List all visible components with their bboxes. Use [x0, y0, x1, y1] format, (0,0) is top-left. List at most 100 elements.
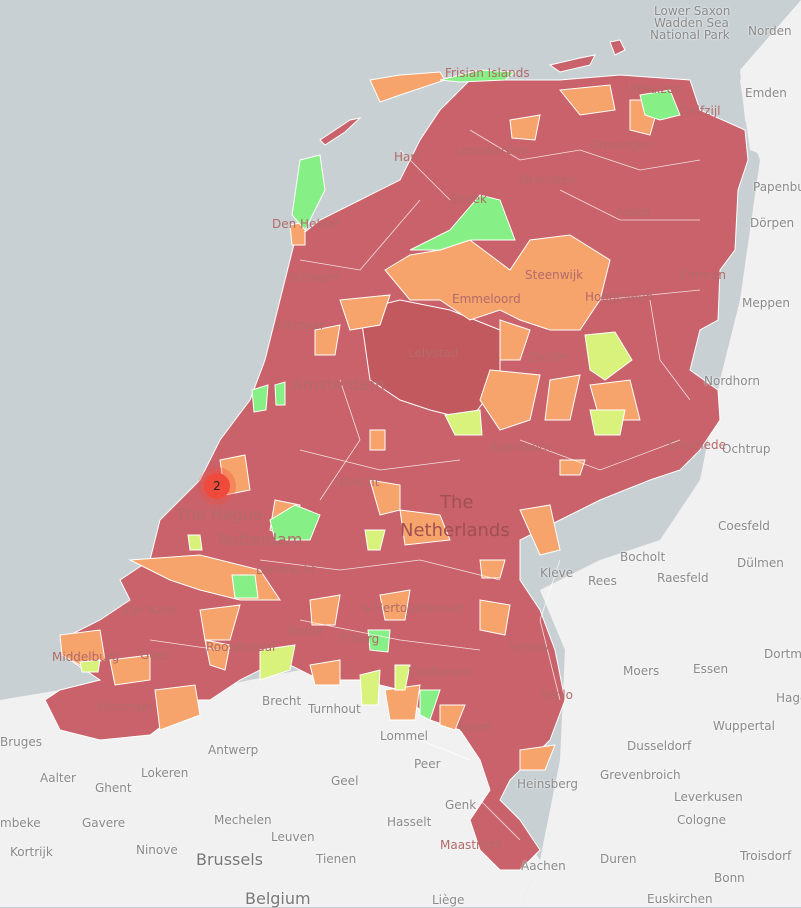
- label: Apeldoorn: [490, 440, 552, 454]
- label: Dülmen: [737, 556, 784, 570]
- island-vlieland-terschelling[interactable]: [319, 117, 362, 146]
- label: Lelystad: [408, 346, 459, 360]
- regions-low[interactable]: [79, 331, 633, 706]
- label: Wadden Sea: [654, 16, 729, 30]
- island-schiermonnikoog[interactable]: [548, 54, 596, 73]
- label: Netherlands: [400, 520, 510, 541]
- label: Eindhoven: [408, 665, 472, 679]
- label: Tilburg: [338, 632, 380, 646]
- label: Groningen: [590, 138, 653, 152]
- label: Wuppertal: [713, 719, 775, 733]
- label: Cologne: [677, 813, 727, 827]
- label: Brecht: [262, 694, 302, 708]
- label: Hasselt: [387, 815, 432, 829]
- label: Breda: [288, 624, 324, 638]
- label: Ochtrup: [722, 442, 771, 456]
- label: Schagen: [288, 270, 340, 284]
- label: The: [440, 492, 474, 513]
- label: Kortrijk: [10, 845, 53, 859]
- label: Venray: [508, 640, 550, 654]
- label: Rees: [588, 574, 617, 588]
- label: Alkmaar: [275, 318, 325, 332]
- label: Ghent: [95, 781, 132, 795]
- label: Brussels: [196, 850, 263, 869]
- marker-cluster[interactable]: 2: [198, 467, 236, 505]
- label: Mechelen: [214, 813, 272, 827]
- label: Aalter: [40, 771, 76, 785]
- regions-lowest[interactable]: [231, 69, 681, 721]
- label: Maastricht: [440, 838, 504, 852]
- label: Leuven: [271, 830, 315, 844]
- label: Bonn: [714, 871, 745, 885]
- label: Middelburg: [52, 650, 120, 664]
- label: Uithuizen: [625, 82, 682, 96]
- island-borkum[interactable]: [609, 39, 626, 56]
- label: Tienen: [316, 852, 357, 866]
- regions-medium[interactable]: [59, 71, 661, 771]
- label: Genk: [445, 798, 477, 812]
- municipal-borders: [149, 129, 701, 841]
- label: Ninove: [136, 843, 178, 857]
- label: 's-Hertogenbosch: [360, 601, 466, 615]
- label: Dusseldorf: [627, 739, 692, 753]
- label: Kleve: [540, 566, 574, 580]
- label: Goes: [140, 648, 171, 662]
- label: Bruges: [0, 735, 43, 749]
- label: Emden: [745, 86, 787, 100]
- label: Delfzijl: [680, 104, 721, 118]
- label: Heinsberg: [517, 777, 578, 791]
- label: Lommel: [380, 729, 428, 743]
- cluster-count: 2: [204, 473, 230, 499]
- label: Lokeren: [141, 766, 189, 780]
- label: Venlo: [540, 688, 573, 702]
- label: Essen: [693, 662, 729, 676]
- label: Raesfeld: [657, 571, 709, 585]
- label: Emmen: [680, 268, 726, 282]
- label: Leeuwarden: [455, 143, 529, 157]
- label: Roosendaal: [206, 640, 276, 654]
- label: Frisian Islands: [445, 66, 530, 80]
- label: Sneek: [450, 192, 487, 206]
- land-germany: [520, 0, 801, 907]
- label: Dordrecht: [256, 563, 316, 577]
- label: Amsterdam: [292, 375, 385, 394]
- label: Peer: [414, 757, 441, 771]
- label: Nordhorn: [704, 374, 760, 388]
- label: Enschede: [668, 438, 727, 452]
- label: Moers: [623, 664, 660, 678]
- label: Papenburg: [753, 180, 801, 194]
- label: Assen: [615, 205, 651, 219]
- label: Geel: [331, 774, 359, 788]
- label: Euskirchen: [647, 892, 713, 906]
- label: The Hague: [176, 505, 263, 524]
- label: Harl: [394, 150, 419, 164]
- land-east-frisia: [740, 50, 801, 170]
- label: Steenwijk: [525, 268, 584, 282]
- label: Antwerp: [208, 743, 259, 757]
- label: Liège: [432, 893, 465, 907]
- label: Gavere: [82, 816, 126, 830]
- label: Leverkusen: [674, 790, 743, 804]
- label: Lower Saxon: [654, 4, 731, 18]
- label: National Park: [650, 28, 730, 42]
- label: Aachen: [521, 859, 566, 873]
- label: Weert: [458, 720, 494, 734]
- label: Rotterdam: [218, 530, 303, 549]
- label: Zwolle: [528, 350, 568, 364]
- label: Troisdorf: [740, 849, 792, 863]
- label: Emmeloord: [452, 292, 521, 306]
- label: Bocholt: [620, 550, 666, 564]
- label: Den Helder: [272, 217, 340, 231]
- label: Zierikzee: [122, 603, 178, 617]
- label: Vlissingen: [95, 700, 156, 714]
- label: Hoogeveen: [585, 290, 654, 304]
- label: Turnhout: [308, 702, 361, 716]
- label: Coesfeld: [718, 519, 770, 533]
- label: Meppen: [742, 296, 790, 310]
- label: Drachten: [520, 173, 576, 187]
- label: Belgium: [245, 889, 311, 908]
- label: Norden: [748, 24, 792, 38]
- label: Duren: [600, 852, 637, 866]
- label: Dörpen: [750, 216, 795, 230]
